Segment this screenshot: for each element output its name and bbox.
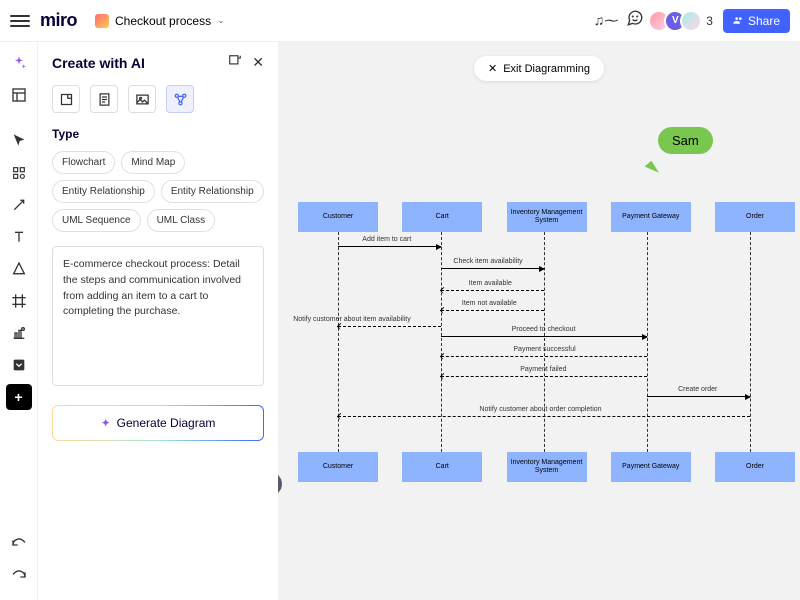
message-label: Payment successful — [513, 346, 575, 353]
frame-tool[interactable] — [6, 288, 32, 314]
message-arrow — [441, 290, 544, 291]
actor-box[interactable]: Cart — [402, 452, 482, 482]
generate-button[interactable]: ✦ Generate Diagram — [52, 405, 264, 441]
message-label: Add item to cart — [362, 236, 411, 243]
type-chip[interactable]: Flowchart — [52, 151, 115, 174]
lifeline — [750, 232, 751, 452]
message-arrow — [441, 356, 647, 357]
actor-box[interactable]: Inventory Management System — [507, 452, 587, 482]
select-tool[interactable] — [6, 128, 32, 154]
tab-doc[interactable] — [90, 85, 118, 113]
message-label: Notify customer about order completion — [479, 406, 601, 413]
panel-title: Create with AI — [52, 55, 145, 71]
actor-box[interactable]: Payment Gateway — [611, 452, 691, 482]
message-label: Notify customer about item availability — [293, 316, 411, 323]
message-arrow — [441, 268, 544, 269]
undo-button[interactable] — [6, 532, 32, 558]
share-button[interactable]: Share — [723, 9, 790, 33]
close-icon: ✕ — [488, 62, 497, 75]
line-tool[interactable] — [6, 192, 32, 218]
message-label: Item available — [469, 280, 512, 287]
avatar-count: 3 — [706, 14, 713, 28]
message-arrow — [338, 246, 441, 247]
message-arrow — [647, 396, 750, 397]
actor-box[interactable]: Payment Gateway — [611, 202, 691, 232]
message-label: Item not available — [462, 300, 517, 307]
actor-box[interactable]: Order — [715, 452, 795, 482]
expand-icon[interactable] — [228, 54, 242, 71]
message-label: Create order — [678, 386, 717, 393]
tab-sticky[interactable] — [52, 85, 80, 113]
text-tool[interactable] — [6, 224, 32, 250]
type-chip[interactable]: Entity Relationship — [161, 180, 264, 203]
more-tools[interactable]: + — [6, 384, 32, 410]
message-arrow — [338, 416, 750, 417]
type-chip[interactable]: UML Sequence — [52, 209, 141, 232]
sticky-tool[interactable] — [6, 160, 32, 186]
exit-diagramming-button[interactable]: ✕ Exit Diagramming — [474, 56, 604, 81]
lifeline — [647, 232, 648, 452]
board-selector[interactable]: Checkout process ⌄ — [87, 10, 233, 32]
actor-box[interactable]: Cart — [402, 202, 482, 232]
board-icon — [95, 14, 109, 28]
prompt-input[interactable] — [52, 246, 264, 386]
message-label: Check item availability — [453, 258, 522, 265]
message-arrow — [441, 336, 647, 337]
card-tool[interactable] — [6, 352, 32, 378]
tab-image[interactable] — [128, 85, 156, 113]
template-tool[interactable] — [6, 82, 32, 108]
message-arrow — [441, 310, 544, 311]
actor-box[interactable]: Customer — [298, 202, 378, 232]
collaborator-avatars[interactable]: V 3 — [654, 10, 713, 32]
logo: miro — [40, 10, 77, 31]
type-chip[interactable]: UML Class — [147, 209, 216, 232]
lifeline — [544, 232, 545, 452]
chevron-down-icon: ⌄ — [217, 15, 225, 26]
message-arrow — [338, 326, 441, 327]
chart-tool[interactable] — [6, 320, 32, 346]
actor-box[interactable]: Inventory Management System — [507, 202, 587, 232]
lifeline — [441, 232, 442, 452]
ai-tool[interactable] — [6, 50, 32, 76]
type-label: Type — [52, 127, 264, 141]
reaction-icon[interactable] — [626, 9, 644, 32]
redo-button[interactable] — [6, 564, 32, 590]
close-icon[interactable]: ✕ — [252, 54, 264, 71]
message-arrow — [441, 376, 647, 377]
board-name: Checkout process — [115, 14, 211, 28]
actor-box[interactable]: Customer — [298, 452, 378, 482]
type-chip[interactable]: Mind Map — [121, 151, 185, 174]
sam-label: Sam — [658, 127, 713, 154]
message-label: Proceed to checkout — [512, 326, 576, 333]
emma-label: Emma — [278, 472, 282, 496]
tab-diagram[interactable] — [166, 85, 194, 113]
type-chip[interactable]: Entity Relationship — [52, 180, 155, 203]
message-label: Payment failed — [520, 366, 566, 373]
sparkle-icon: ✦ — [101, 416, 111, 430]
avatar — [680, 10, 702, 32]
menu-button[interactable] — [10, 12, 30, 30]
music-icon[interactable]: ♫⁓ — [594, 12, 617, 29]
sequence-diagram: Customer Cart Inventory Management System P… — [298, 202, 795, 482]
shape-tool[interactable] — [6, 256, 32, 282]
sam-cursor — [645, 161, 661, 178]
actor-box[interactable]: Order — [715, 202, 795, 232]
